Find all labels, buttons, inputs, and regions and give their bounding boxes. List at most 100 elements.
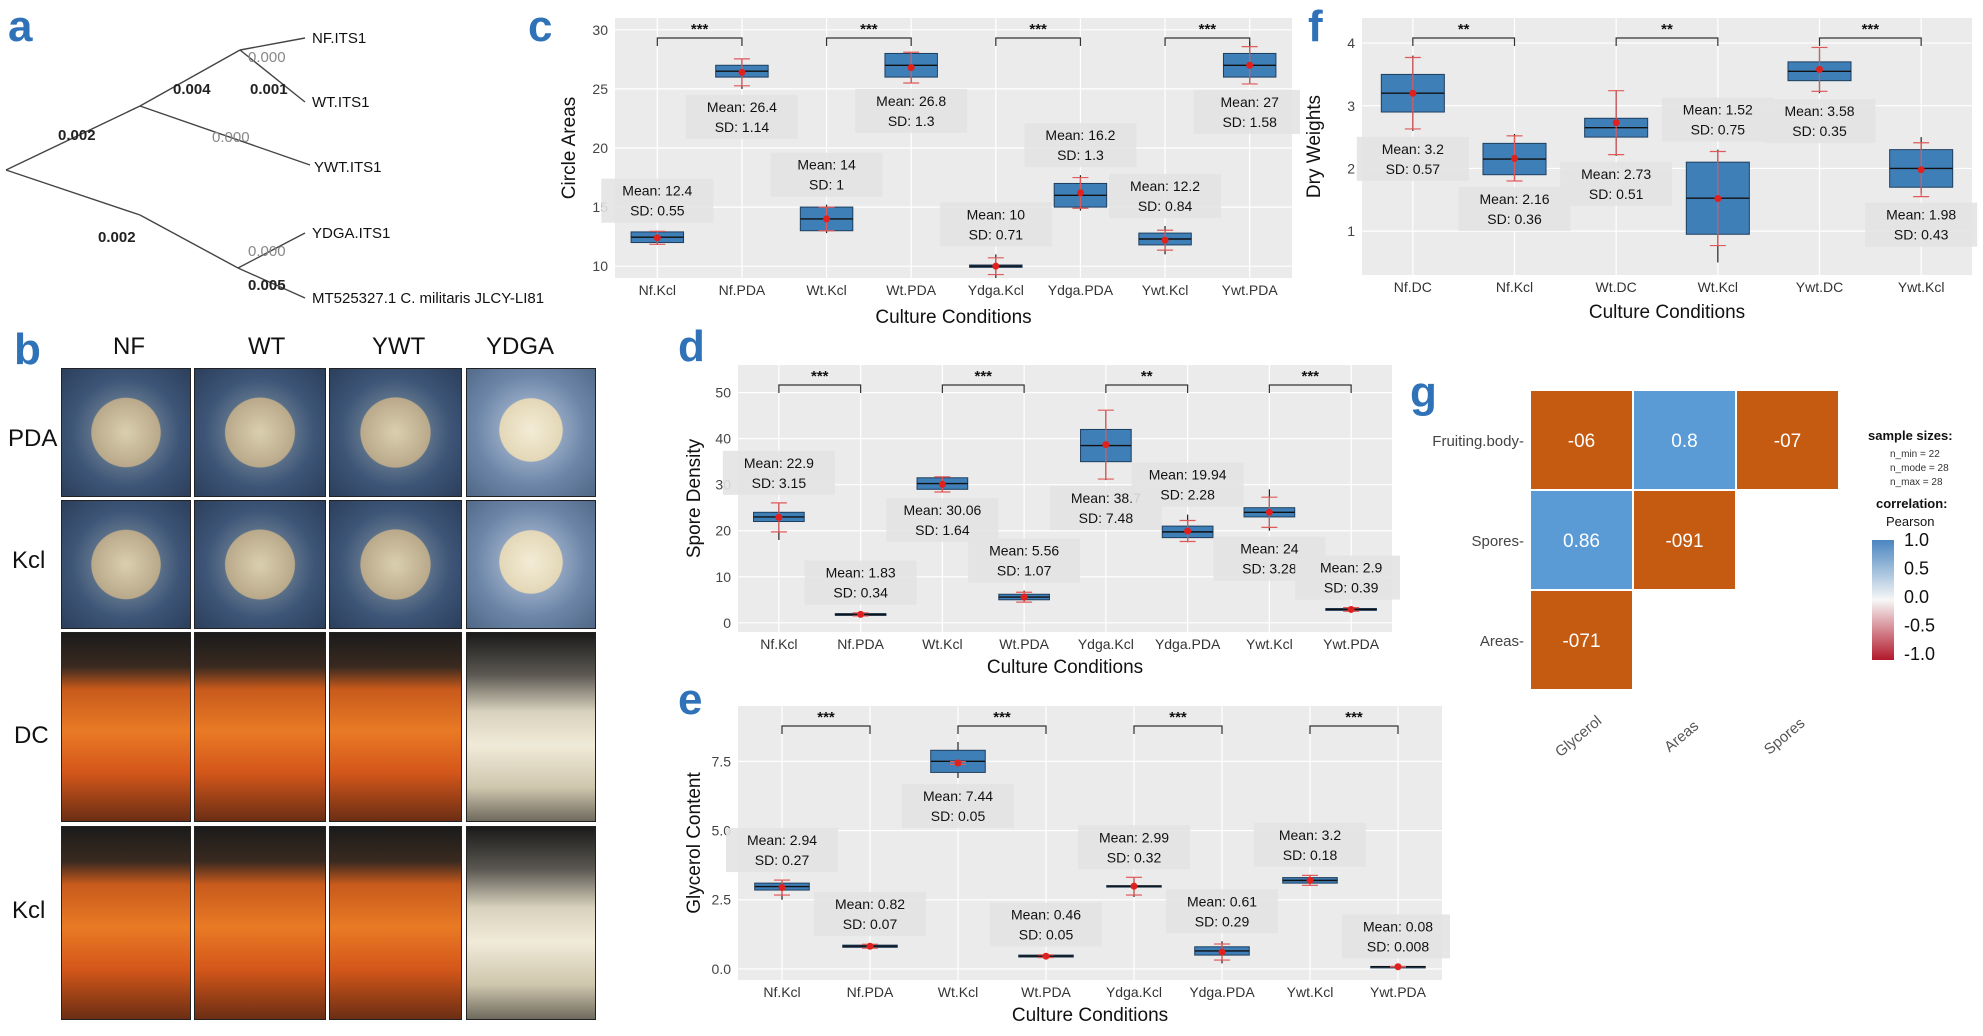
heatmap-cell-value: -071 bbox=[1562, 631, 1600, 652]
mean-point bbox=[1347, 605, 1355, 613]
panel-letter-c: c bbox=[528, 2, 553, 51]
mean-point bbox=[866, 942, 874, 950]
sd-label: SD: 0.55 bbox=[630, 203, 685, 219]
stat-label-bg bbox=[1865, 202, 1978, 247]
mean-point bbox=[1184, 527, 1192, 535]
photo-wt-pda bbox=[194, 368, 326, 497]
significance-stars: *** bbox=[811, 368, 829, 385]
significance-stars: *** bbox=[1029, 21, 1047, 38]
mean-label: Mean: 2.9 bbox=[1320, 560, 1382, 576]
mean-label: Mean: 2.99 bbox=[1099, 829, 1169, 845]
sd-label: SD: 2.28 bbox=[1160, 487, 1215, 503]
photo-col-ydga: YDGA bbox=[486, 333, 555, 360]
y-axis-title: Glycerol Content bbox=[684, 772, 705, 914]
photo-nf-kcl bbox=[61, 500, 191, 629]
mean-label: Mean: 30.06 bbox=[903, 502, 981, 518]
mean-label: Mean: 1.83 bbox=[826, 565, 896, 581]
mean-point bbox=[1161, 236, 1169, 244]
chart-dry-weights: 1 2 3 4 Nf.DC Nf.Kcl Wt.DC Wt.Kcl Ywt.DC Ywt.Kcl C… bbox=[1304, 18, 1978, 323]
photo-wt-kcl bbox=[194, 500, 326, 629]
x-tick-label: Wt.PDA bbox=[999, 636, 1049, 652]
sd-label: SD: 0.71 bbox=[969, 226, 1024, 242]
tree-leaf-mt525327: MT525327.1 C. militaris JLCY-LI81 bbox=[312, 290, 544, 307]
significance-bracket bbox=[1412, 37, 1516, 46]
heatmap-cell-value: 0.8 bbox=[1671, 431, 1697, 452]
legend-method: Pearson bbox=[1886, 514, 1934, 529]
x-tick-label: Nf.Kcl bbox=[763, 984, 800, 1000]
y-axis-title: Spore Density bbox=[684, 438, 705, 558]
sd-label: SD: 0.32 bbox=[1107, 849, 1162, 865]
mean-label: Mean: 16.2 bbox=[1045, 127, 1115, 143]
stat-label-bg bbox=[814, 892, 926, 937]
x-tick-label: Nf.PDA bbox=[837, 636, 884, 652]
photo-row-kcl: Kcl bbox=[12, 547, 46, 574]
mean-label: Mean: 26.8 bbox=[876, 93, 946, 109]
mean-point bbox=[823, 215, 831, 223]
heatmap-cell bbox=[1529, 389, 1634, 491]
y-tick-label: 40 bbox=[715, 431, 731, 447]
stat-label-bg bbox=[1560, 161, 1673, 206]
heatmap-row-label: Areas- bbox=[1480, 633, 1524, 650]
branch-label: 0.005 bbox=[248, 277, 286, 294]
branch-label: 0.000 bbox=[212, 129, 250, 146]
significance-bracket bbox=[1818, 37, 1922, 46]
branch-label: 0.000 bbox=[248, 243, 286, 260]
panel-letter-f: f bbox=[1308, 2, 1323, 51]
legend-tick-label: 0.5 bbox=[1904, 559, 1929, 579]
x-tick-label: Nf.PDA bbox=[847, 984, 894, 1000]
heatmap-cell-value: -091 bbox=[1665, 531, 1703, 552]
y-axis-title: Circle Areas bbox=[559, 97, 580, 199]
x-tick-label: Nf.PDA bbox=[719, 282, 766, 298]
tree-leaf-ydga: YDGA.ITS1 bbox=[312, 225, 390, 242]
mean-point bbox=[1020, 593, 1028, 601]
sd-label: SD: 0.84 bbox=[1138, 198, 1193, 214]
x-tick-label: Ywt.DC bbox=[1796, 279, 1843, 295]
significance-bracket bbox=[1105, 384, 1189, 393]
mean-label: Mean: 12.4 bbox=[622, 183, 692, 199]
phylo-tree: NF.ITS1 WT.ITS1 YWT.ITS1 YDGA.ITS1 MT525… bbox=[5, 30, 544, 307]
heatmap-col-label: Spores bbox=[1761, 715, 1808, 759]
y-tick-label: 1 bbox=[1347, 223, 1355, 239]
x-tick-label: Nf.DC bbox=[1394, 279, 1432, 295]
mean-label: Mean: 3.2 bbox=[1382, 141, 1444, 157]
mean-point bbox=[938, 480, 946, 488]
sd-label: SD: 0.27 bbox=[755, 852, 810, 868]
significance-bracket bbox=[941, 384, 1025, 393]
mean-label: Mean: 24 bbox=[1240, 541, 1299, 557]
sd-label: SD: 0.008 bbox=[1367, 938, 1429, 954]
x-tick-label: Ywt.PDA bbox=[1370, 984, 1427, 1000]
mean-point bbox=[1218, 948, 1226, 956]
significance-bracket bbox=[778, 384, 862, 393]
legend-n-max: n_max = 28 bbox=[1890, 477, 1943, 488]
sd-label: SD: 1.3 bbox=[888, 113, 935, 129]
mean-point bbox=[1130, 882, 1138, 890]
y-tick-label: 3 bbox=[1347, 98, 1355, 114]
mean-label: Mean: 3.58 bbox=[1784, 103, 1854, 119]
mean-point bbox=[775, 513, 783, 521]
heatmap-cell-value: -07 bbox=[1774, 431, 1801, 452]
sd-label: SD: 7.48 bbox=[1079, 510, 1134, 526]
significance-bracket bbox=[1309, 725, 1399, 734]
significance-bracket bbox=[1133, 725, 1223, 734]
legend-tick-label: -0.5 bbox=[1904, 616, 1935, 636]
photo-wt-kcl-dc bbox=[194, 826, 326, 1020]
y-axis-title: Dry Weights bbox=[1304, 95, 1325, 198]
stat-label-bg bbox=[1024, 123, 1137, 168]
y-tick-label: 10 bbox=[592, 258, 608, 274]
significance-bracket bbox=[957, 725, 1047, 734]
sd-label: SD: 0.05 bbox=[1019, 927, 1074, 943]
heatmap-row-label: Fruiting.body- bbox=[1432, 433, 1524, 450]
significance-stars: *** bbox=[1301, 368, 1319, 385]
sd-label: SD: 0.75 bbox=[1691, 122, 1746, 138]
mean-label: Mean: 1.52 bbox=[1683, 102, 1753, 118]
photo-ywt-kcl bbox=[329, 500, 462, 629]
photo-ywt-pda bbox=[329, 368, 462, 497]
mean-label: Mean: 14 bbox=[797, 157, 856, 173]
photo-nf-dc bbox=[61, 632, 191, 822]
mean-label: Mean: 7.44 bbox=[923, 788, 993, 804]
significance-stars: *** bbox=[993, 709, 1011, 726]
legend-corr-title: correlation: bbox=[1876, 496, 1948, 511]
sd-label: SD: 0.05 bbox=[931, 808, 986, 824]
stat-label-bg bbox=[1661, 97, 1774, 142]
mean-label: Mean: 5.56 bbox=[989, 543, 1059, 559]
